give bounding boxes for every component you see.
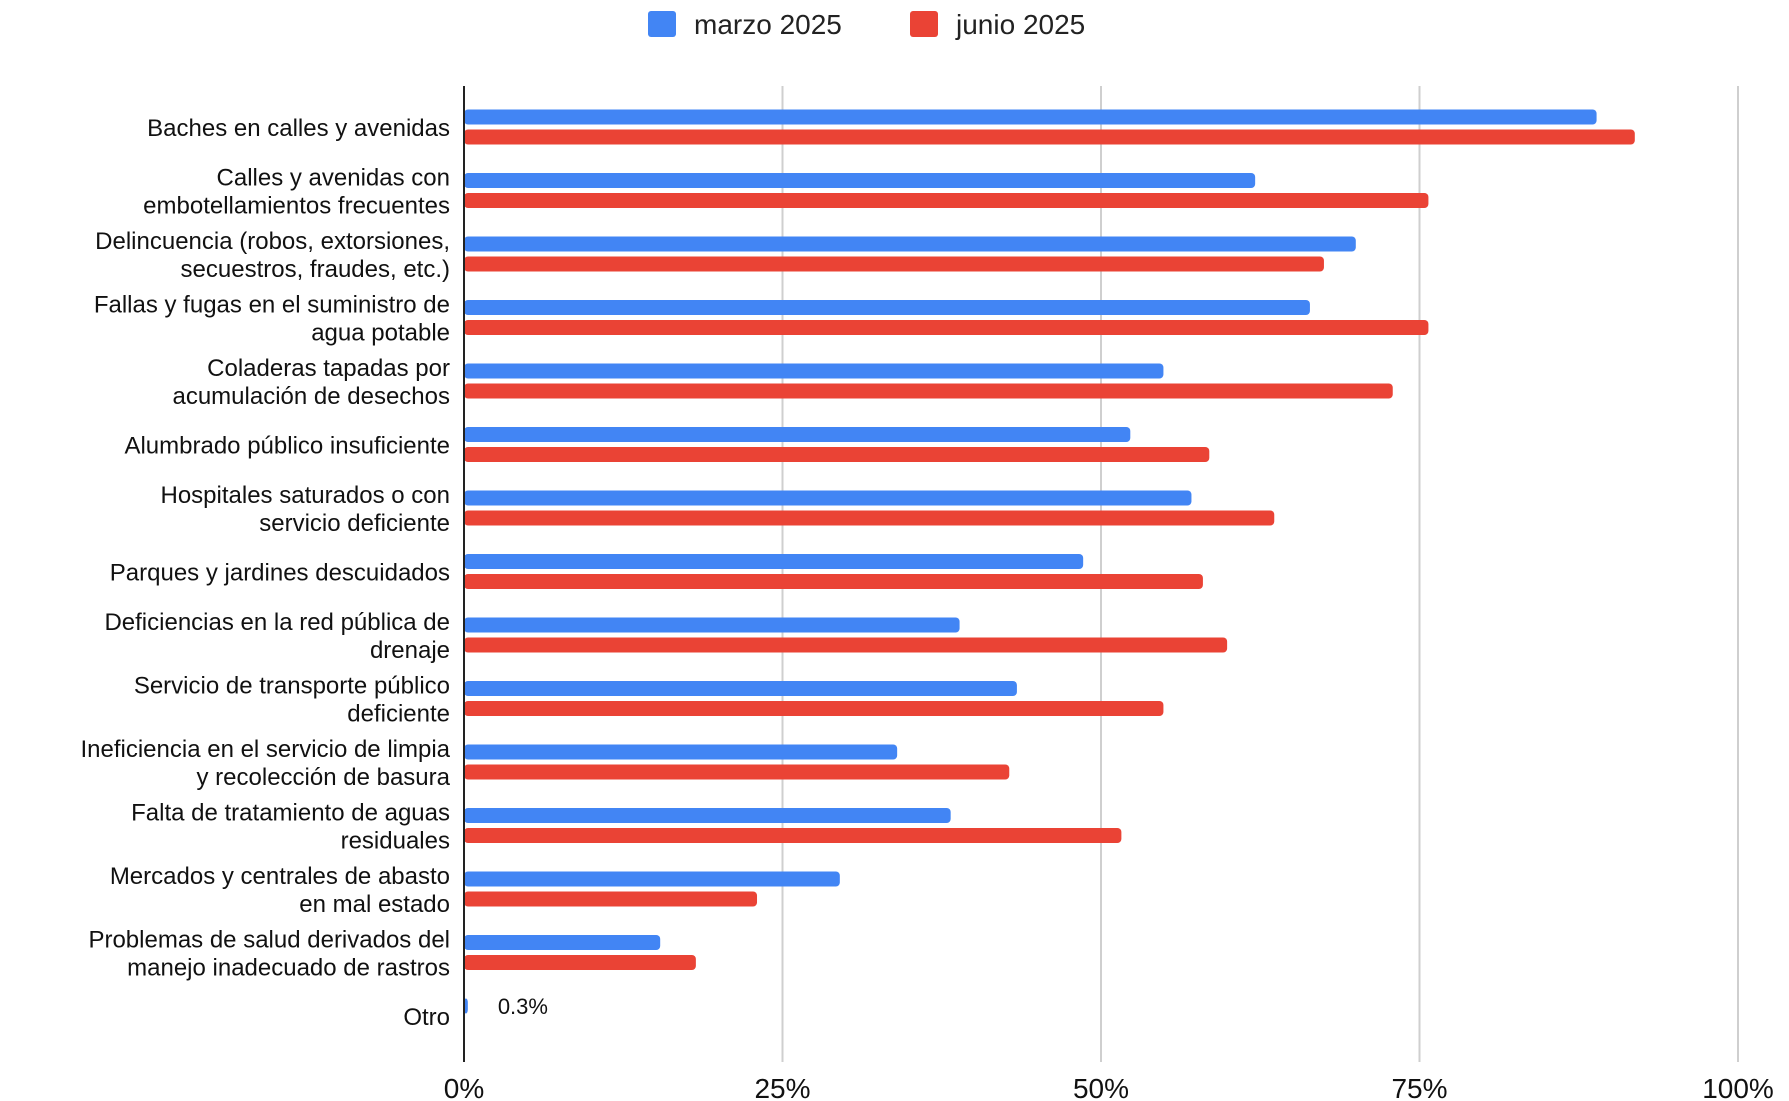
bar-marzo-10 (464, 744, 898, 760)
bar-junio-4 (464, 383, 1393, 399)
data-label: 0.3% (498, 994, 548, 1019)
bar-marzo-12 (464, 871, 840, 887)
category-label: Alumbrado público insuficiente (124, 433, 450, 460)
category-labels: Baches en calles y avenidas Calles y aven… (80, 115, 450, 1031)
bar-marzo-3 (464, 300, 1310, 315)
category-label: Calles y avenidas con embotellamientos fr… (143, 165, 450, 220)
bar-marzo-11 (464, 808, 951, 823)
bar-junio-8 (464, 637, 1228, 653)
category-label: Baches en calles y avenidas (147, 115, 450, 142)
bar-junio-3 (464, 320, 1429, 335)
x-tick-labels: 0% 25% 50% 75% 100% (444, 1073, 1774, 1101)
bar-marzo-7 (464, 554, 1084, 569)
category-label: Coladeras tapadas por acumulación de dese… (172, 355, 450, 410)
bar-junio-12 (464, 891, 758, 907)
bar-junio-2 (464, 256, 1324, 272)
legend: marzo 2025 junio 2025 (648, 9, 1085, 40)
x-tick-label: 25% (754, 1073, 810, 1101)
data-labels: 0.3% (498, 994, 548, 1019)
bar-marzo-13 (464, 935, 661, 950)
x-tick-label: 0% (444, 1073, 484, 1101)
category-label: Delincuencia (robos, extorsiones, secuest… (95, 228, 450, 283)
bar-marzo-1 (464, 173, 1256, 188)
x-tick-label: 50% (1073, 1073, 1129, 1101)
bar-junio-7 (464, 574, 1203, 589)
category-label: Servicio de transporte público deficiente (134, 673, 450, 728)
legend-swatch-marzo (648, 11, 676, 37)
bar-junio-11 (464, 828, 1122, 843)
bar-marzo-8 (464, 617, 960, 633)
legend-item-marzo: marzo 2025 (648, 9, 842, 40)
category-label: Problemas de salud derivados del manejo i… (88, 927, 450, 982)
category-label: Otro (403, 1004, 450, 1031)
category-label: Fallas y fugas en el suministro de agua p… (94, 292, 450, 347)
x-tick-label: 75% (1391, 1073, 1447, 1101)
x-tick-label: 100% (1702, 1073, 1774, 1101)
bar-marzo-6 (464, 490, 1192, 506)
category-label: Deficiencias en la red pública de drenaje (104, 609, 450, 664)
legend-label-marzo: marzo 2025 (694, 9, 842, 40)
category-label: Ineficiencia en el servicio de limpia y r… (80, 736, 450, 791)
legend-item-junio: junio 2025 (910, 9, 1085, 40)
category-label: Falta de tratamiento de aguas residuales (131, 800, 450, 855)
bar-junio-0 (464, 129, 1635, 145)
bar-junio-13 (464, 955, 696, 970)
category-label: Hospitales saturados o con servicio defic… (161, 482, 451, 537)
legend-label-junio: junio 2025 (955, 9, 1085, 40)
bar-junio-1 (464, 193, 1429, 208)
bar-marzo-2 (464, 236, 1356, 252)
bars (464, 109, 1635, 1014)
legend-swatch-junio (910, 11, 938, 37)
bar-junio-6 (464, 510, 1275, 526)
bar-junio-9 (464, 701, 1164, 716)
category-label: Mercados y centrales de abasto en mal est… (110, 863, 450, 918)
bar-marzo-9 (464, 681, 1017, 696)
bar-marzo-5 (464, 427, 1131, 442)
category-label: Parques y jardines descuidados (110, 560, 450, 587)
bar-junio-10 (464, 764, 1010, 780)
bar-marzo-0 (464, 109, 1597, 125)
bar-junio-5 (464, 447, 1210, 462)
bar-marzo-4 (464, 363, 1164, 379)
